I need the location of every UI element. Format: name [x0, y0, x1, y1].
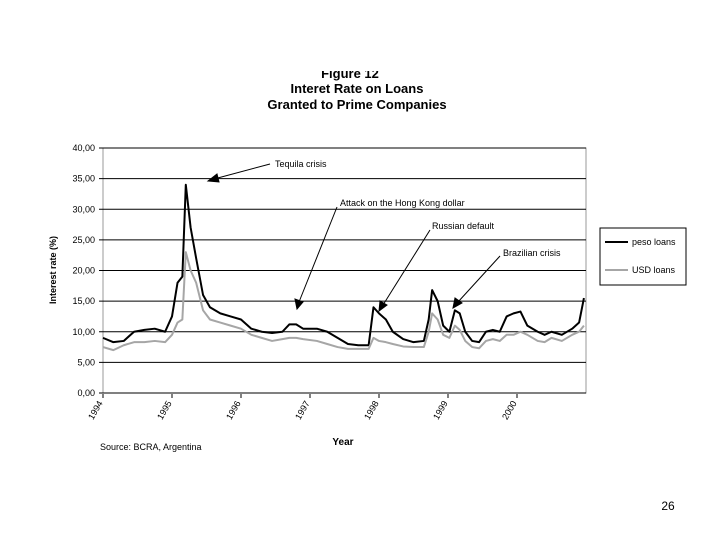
x-tick-label: 1994 — [86, 399, 105, 421]
legend-label: peso loans — [632, 237, 676, 247]
arrow — [457, 255, 501, 303]
legend-box — [599, 227, 687, 286]
annotation: Attack on the Hong Kong dollar — [340, 198, 465, 208]
arrow — [382, 229, 431, 306]
y-axis-title: Interest rate (%) — [48, 236, 58, 304]
y-tick-label: 40,00 — [72, 143, 95, 153]
source-note: Source: BCRA, Argentina — [100, 442, 202, 452]
x-axis-title: Year — [332, 437, 353, 448]
arrow-head — [452, 297, 463, 309]
series-line — [102, 183, 585, 347]
arrow-head — [294, 298, 304, 311]
x-tick-label: 1995 — [155, 399, 174, 421]
chart-subtitle: Granted to Prime Companies — [267, 97, 446, 112]
x-tick-label: 1996 — [224, 399, 243, 421]
arrow-head — [378, 300, 388, 313]
page-number: 26 — [661, 499, 675, 513]
x-tick-label: 1997 — [293, 399, 312, 421]
annotation: Tequila crisis — [275, 159, 327, 169]
y-tick-label: 25,00 — [72, 235, 95, 245]
x-tick-label: 1999 — [431, 399, 450, 421]
y-tick-label: 10,00 — [72, 327, 95, 337]
annotation: Russian default — [432, 221, 495, 231]
title-clip — [0, 0, 720, 71]
legend-label: USD loans — [632, 265, 676, 275]
chart-title: Interet Rate on Loans — [291, 81, 424, 96]
annotation-arrows — [206, 163, 501, 313]
y-tick-label: 0,00 — [77, 388, 95, 398]
y-tick-label: 5,00 — [77, 357, 95, 367]
arrow — [213, 163, 271, 180]
arrow — [298, 206, 338, 303]
annotation: Brazilian crisis — [503, 248, 561, 258]
x-tick-label: 2000 — [500, 399, 519, 421]
series-line — [102, 251, 585, 352]
y-tick-label: 35,00 — [72, 174, 95, 184]
y-tick-label: 30,00 — [72, 204, 95, 214]
y-tick-label: 20,00 — [72, 266, 95, 276]
y-tick-label: 15,00 — [72, 296, 95, 306]
x-tick-label: 1998 — [362, 399, 381, 421]
arrow-head — [206, 173, 220, 183]
